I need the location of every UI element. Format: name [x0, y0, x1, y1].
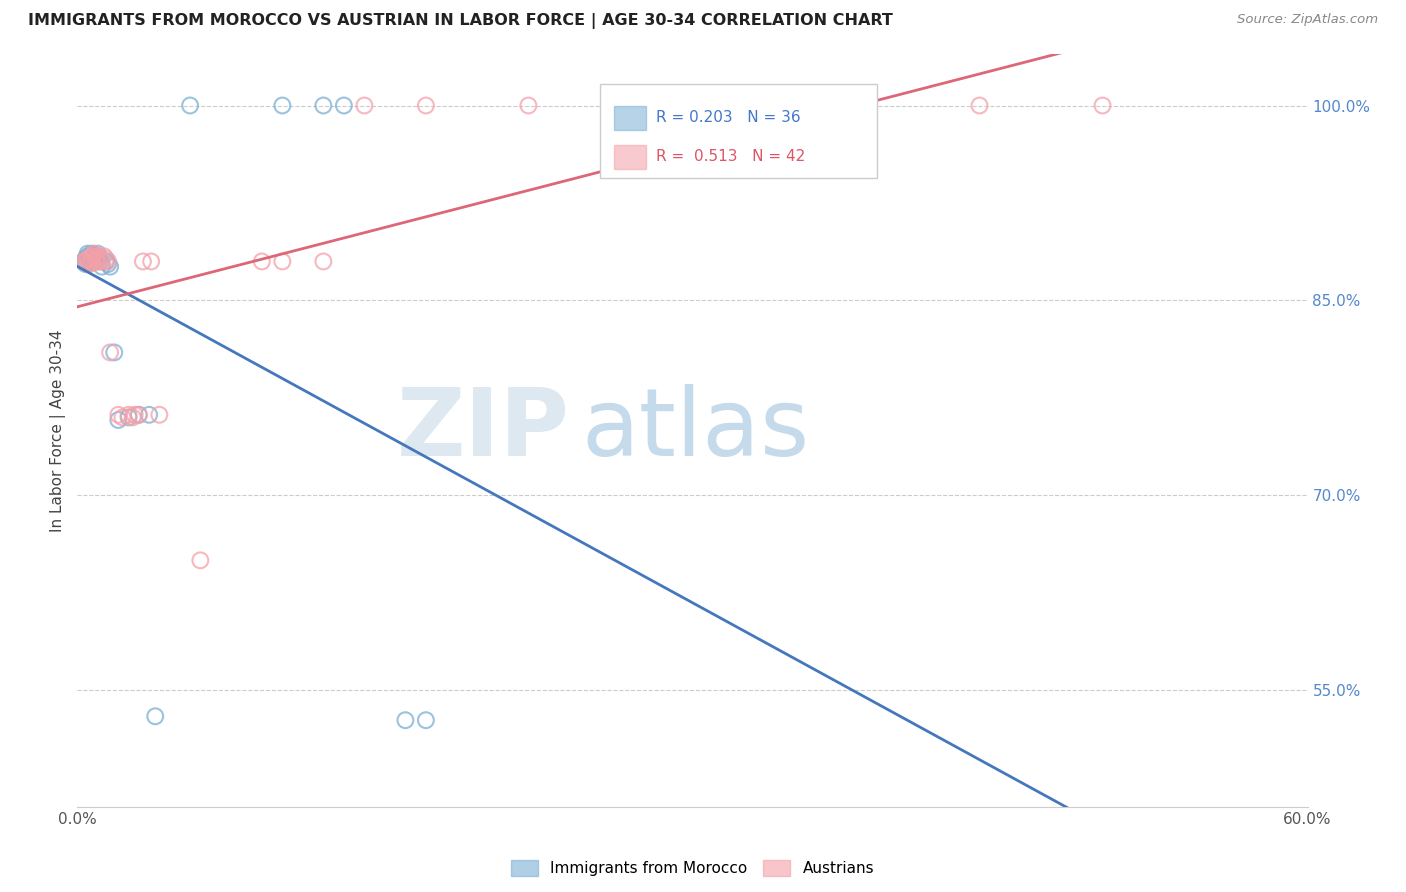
Point [87, 246, 110, 260]
Point [250, 254, 273, 268]
Point [415, 98, 437, 112]
Point [124, 408, 146, 422]
Point [80, 252, 103, 266]
Point [83, 254, 105, 268]
Point [271, 254, 294, 268]
Point [84, 249, 107, 263]
Point [128, 408, 150, 422]
Point [84, 254, 107, 268]
Point [98, 345, 121, 359]
FancyBboxPatch shape [600, 84, 877, 178]
Text: atlas: atlas [582, 384, 810, 476]
Text: R = 0.203   N = 36: R = 0.203 N = 36 [655, 111, 800, 125]
Y-axis label: In Labor Force | Age 30-34: In Labor Force | Age 30-34 [51, 329, 66, 532]
Point [723, 98, 745, 112]
Point [271, 98, 294, 112]
Point [117, 408, 139, 422]
Point [79, 254, 101, 268]
Point [188, 553, 212, 567]
Point [90, 254, 114, 268]
Point [121, 410, 143, 425]
Point [80, 254, 103, 268]
Point [415, 713, 437, 727]
Point [84, 254, 107, 268]
Point [79, 252, 101, 266]
Point [98, 260, 121, 274]
Point [132, 254, 155, 268]
Text: R =  0.513   N = 42: R = 0.513 N = 42 [655, 149, 804, 164]
Point [128, 408, 150, 422]
Point [80, 252, 103, 266]
Point [75, 252, 97, 266]
Point [179, 98, 201, 112]
Text: Source: ZipAtlas.com: Source: ZipAtlas.com [1237, 13, 1378, 27]
Point [312, 98, 335, 112]
Point [107, 413, 129, 427]
Point [80, 246, 103, 260]
Point [1091, 98, 1114, 112]
Point [84, 252, 107, 266]
Point [97, 254, 120, 268]
Point [620, 98, 643, 112]
Point [517, 98, 540, 112]
Point [97, 257, 120, 271]
Point [83, 246, 105, 260]
Point [83, 249, 105, 263]
Point [76, 249, 98, 263]
Point [76, 252, 98, 266]
Point [312, 254, 335, 268]
Point [845, 98, 868, 112]
Point [89, 254, 111, 268]
Point [90, 260, 114, 274]
Legend: Immigrants from Morocco, Austrians: Immigrants from Morocco, Austrians [505, 855, 880, 882]
Point [111, 410, 134, 425]
Point [79, 249, 101, 263]
Point [333, 98, 356, 112]
Point [103, 345, 125, 359]
Point [143, 709, 166, 723]
Point [79, 252, 101, 266]
Point [87, 252, 110, 266]
Point [76, 257, 98, 271]
Point [138, 408, 160, 422]
FancyBboxPatch shape [614, 106, 645, 130]
Point [72, 254, 94, 268]
Point [79, 257, 101, 271]
Point [94, 254, 117, 268]
Point [117, 410, 139, 425]
Point [83, 248, 105, 262]
Point [89, 252, 111, 266]
Point [87, 249, 110, 263]
Point [353, 98, 375, 112]
Point [93, 249, 115, 263]
Point [394, 713, 416, 727]
Point [75, 257, 97, 271]
Point [80, 249, 103, 263]
Point [72, 254, 94, 268]
Point [76, 246, 98, 260]
Point [94, 252, 117, 266]
Point [80, 254, 103, 268]
Point [969, 98, 991, 112]
Point [87, 249, 110, 263]
Text: IMMIGRANTS FROM MOROCCO VS AUSTRIAN IN LABOR FORCE | AGE 30-34 CORRELATION CHART: IMMIGRANTS FROM MOROCCO VS AUSTRIAN IN L… [28, 13, 893, 29]
Point [87, 254, 110, 268]
FancyBboxPatch shape [614, 145, 645, 169]
Point [141, 254, 163, 268]
Text: ZIP: ZIP [396, 384, 569, 476]
Point [83, 251, 105, 265]
Point [148, 408, 170, 422]
Point [75, 254, 97, 268]
Point [107, 408, 129, 422]
